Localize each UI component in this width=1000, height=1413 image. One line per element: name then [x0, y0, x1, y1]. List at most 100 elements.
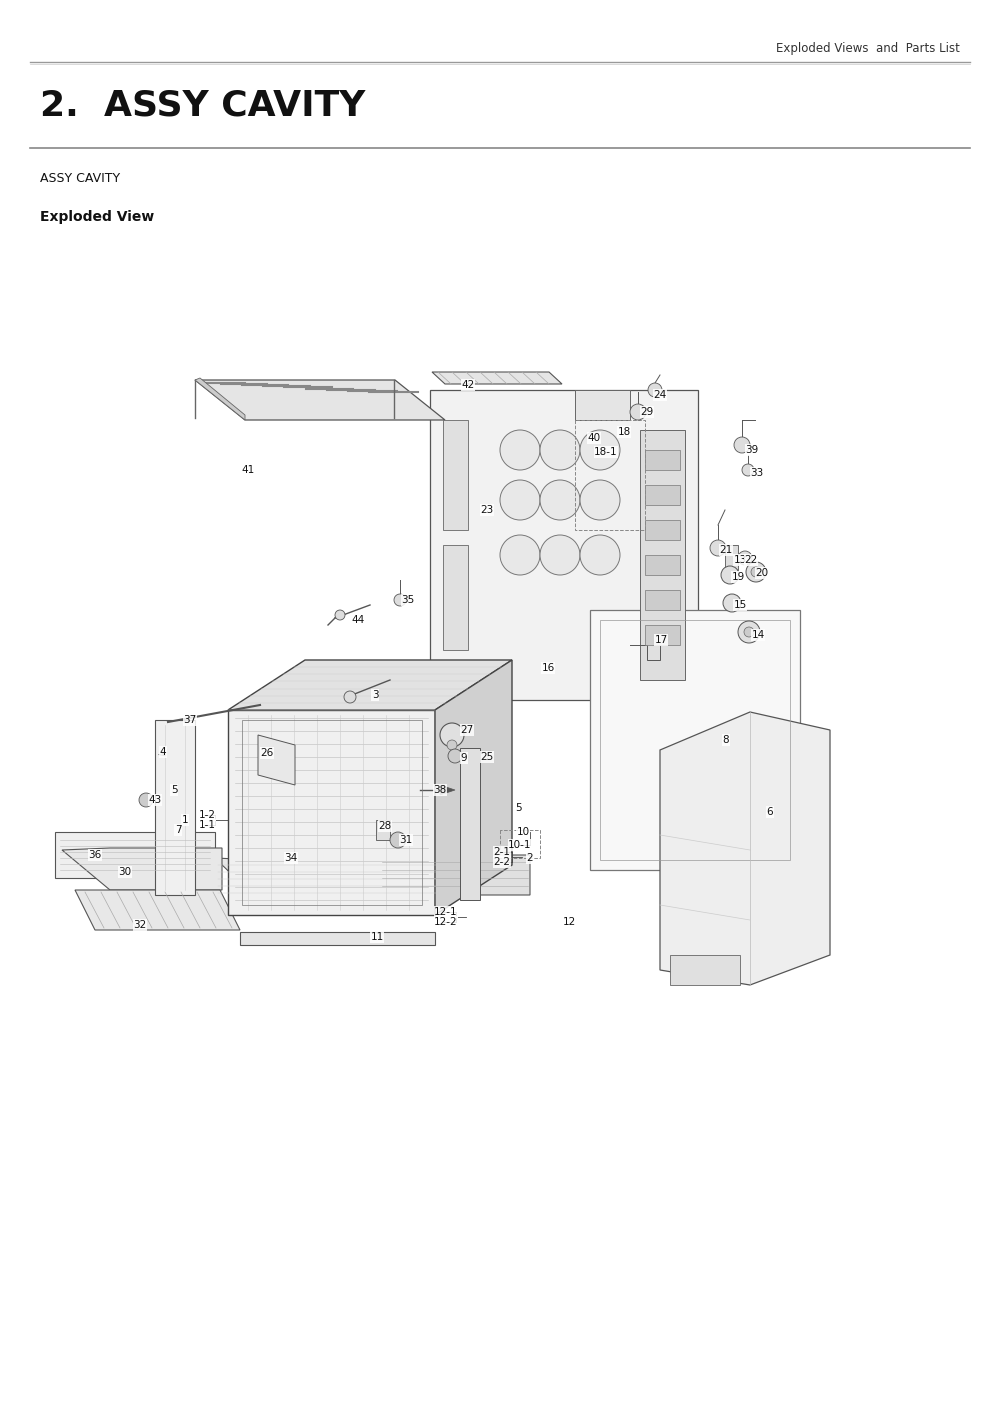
- Text: 34: 34: [284, 853, 298, 863]
- Polygon shape: [376, 820, 390, 839]
- Text: 2: 2: [527, 853, 533, 863]
- Text: 15: 15: [733, 601, 747, 610]
- Text: 5: 5: [171, 786, 177, 796]
- Circle shape: [540, 430, 580, 471]
- Text: 2-2: 2-2: [494, 858, 511, 868]
- Circle shape: [344, 691, 356, 704]
- Polygon shape: [258, 735, 295, 786]
- Polygon shape: [590, 610, 800, 870]
- Text: 33: 33: [750, 468, 764, 478]
- Circle shape: [139, 793, 153, 807]
- Polygon shape: [228, 709, 435, 916]
- Text: ASSY CAVITY: ASSY CAVITY: [40, 172, 120, 185]
- Text: Exploded View: Exploded View: [40, 211, 154, 225]
- Polygon shape: [460, 747, 480, 900]
- Circle shape: [751, 567, 761, 577]
- Circle shape: [723, 593, 741, 612]
- Text: 42: 42: [461, 380, 475, 390]
- Text: 40: 40: [587, 432, 601, 444]
- Text: 30: 30: [118, 868, 132, 877]
- Text: 18: 18: [617, 427, 631, 437]
- Polygon shape: [55, 832, 215, 877]
- Text: 23: 23: [480, 504, 494, 514]
- Polygon shape: [725, 545, 738, 569]
- Circle shape: [648, 383, 662, 397]
- Polygon shape: [432, 372, 562, 384]
- Text: Exploded Views  and  Parts List: Exploded Views and Parts List: [776, 42, 960, 55]
- Text: 2-1: 2-1: [494, 846, 511, 858]
- Polygon shape: [645, 485, 680, 504]
- Polygon shape: [62, 848, 222, 890]
- Circle shape: [540, 480, 580, 520]
- Polygon shape: [435, 660, 512, 916]
- Text: 4: 4: [160, 747, 166, 757]
- Text: 18-1: 18-1: [594, 447, 618, 456]
- Polygon shape: [75, 890, 240, 930]
- Circle shape: [500, 536, 540, 575]
- Polygon shape: [670, 955, 740, 985]
- Circle shape: [580, 536, 620, 575]
- Text: 29: 29: [640, 407, 654, 417]
- Text: 26: 26: [260, 747, 274, 757]
- Polygon shape: [645, 591, 680, 610]
- Circle shape: [744, 627, 754, 637]
- Text: 37: 37: [183, 715, 197, 725]
- Polygon shape: [240, 933, 435, 945]
- Circle shape: [710, 540, 726, 555]
- Polygon shape: [443, 545, 468, 650]
- Text: 8: 8: [723, 735, 729, 745]
- Text: 17: 17: [654, 634, 668, 644]
- Text: 14: 14: [751, 630, 765, 640]
- Polygon shape: [228, 660, 512, 709]
- Text: 21: 21: [719, 545, 733, 555]
- Text: 31: 31: [399, 835, 413, 845]
- Text: 35: 35: [401, 595, 415, 605]
- Circle shape: [734, 437, 750, 454]
- Text: 16: 16: [541, 663, 555, 673]
- Polygon shape: [645, 449, 680, 471]
- Text: 12: 12: [562, 917, 576, 927]
- Circle shape: [448, 749, 462, 763]
- Text: 5: 5: [516, 803, 522, 812]
- Circle shape: [390, 832, 406, 848]
- Text: 20: 20: [755, 568, 769, 578]
- Polygon shape: [440, 786, 455, 796]
- Polygon shape: [645, 555, 680, 575]
- Circle shape: [500, 480, 540, 520]
- Circle shape: [746, 562, 766, 582]
- Circle shape: [580, 430, 620, 471]
- Text: 19: 19: [731, 572, 745, 582]
- Text: 25: 25: [480, 752, 494, 762]
- Circle shape: [738, 551, 752, 565]
- Polygon shape: [645, 625, 680, 644]
- Text: 7: 7: [175, 825, 181, 835]
- Circle shape: [721, 567, 739, 584]
- Text: 12-2: 12-2: [434, 917, 458, 927]
- Circle shape: [742, 463, 754, 476]
- Circle shape: [447, 740, 457, 750]
- Polygon shape: [195, 379, 245, 420]
- Text: 43: 43: [148, 796, 162, 805]
- Text: 10: 10: [516, 827, 530, 836]
- Text: 1-1: 1-1: [198, 820, 216, 829]
- Text: 10-1: 10-1: [508, 839, 532, 851]
- Text: 2.  ASSY CAVITY: 2. ASSY CAVITY: [40, 88, 365, 122]
- Circle shape: [540, 536, 580, 575]
- Circle shape: [394, 593, 406, 606]
- Polygon shape: [380, 855, 530, 894]
- Polygon shape: [575, 390, 630, 420]
- Text: 3: 3: [372, 690, 378, 699]
- Text: 6: 6: [767, 807, 773, 817]
- Text: 13: 13: [733, 555, 747, 565]
- Text: 12-1: 12-1: [434, 907, 458, 917]
- Text: 1-2: 1-2: [198, 810, 216, 820]
- Polygon shape: [443, 420, 468, 530]
- Polygon shape: [195, 380, 445, 420]
- Circle shape: [580, 480, 620, 520]
- Circle shape: [630, 404, 646, 420]
- Circle shape: [500, 430, 540, 471]
- Polygon shape: [155, 721, 195, 894]
- Text: 44: 44: [351, 615, 365, 625]
- Polygon shape: [660, 712, 830, 985]
- Circle shape: [335, 610, 345, 620]
